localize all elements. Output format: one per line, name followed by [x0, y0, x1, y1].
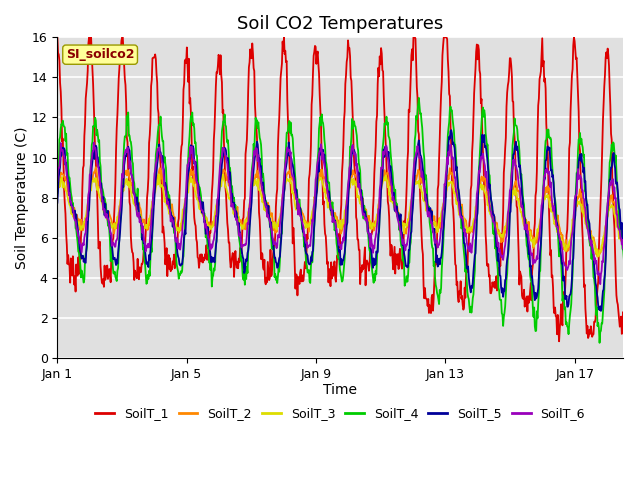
Line: SoilT_1: SoilT_1 [58, 37, 639, 341]
SoilT_5 [296, 205, 304, 211]
SoilT_5 [266, 215, 273, 220]
SoilT_5 [628, 314, 636, 320]
Legend: SoilT_1, SoilT_2, SoilT_3, SoilT_4, SoilT_5, SoilT_6: SoilT_1, SoilT_2, SoilT_3, SoilT_4, Soil… [90, 403, 590, 425]
Line: SoilT_3: SoilT_3 [58, 174, 639, 260]
Line: SoilT_5: SoilT_5 [58, 130, 639, 317]
SoilT_4 [524, 253, 532, 259]
SoilT_6 [54, 178, 61, 184]
SoilT_1 [296, 270, 304, 276]
SoilT_4 [636, 235, 640, 240]
SoilT_2 [297, 208, 305, 214]
SoilT_4 [628, 345, 636, 351]
SoilT_5 [636, 226, 640, 232]
SoilT_3 [524, 228, 532, 234]
SoilT_5 [74, 230, 82, 236]
SoilT_2 [54, 189, 61, 194]
X-axis label: Time: Time [323, 384, 357, 397]
SoilT_4 [74, 249, 82, 254]
SoilT_3 [297, 213, 305, 218]
SoilT_4 [415, 95, 422, 101]
SoilT_5 [524, 241, 532, 247]
SoilT_1 [266, 277, 273, 283]
SoilT_2 [266, 209, 274, 215]
SoilT_6 [191, 160, 199, 166]
SoilT_1 [556, 338, 563, 344]
SoilT_3 [191, 188, 199, 194]
SoilT_3 [155, 171, 163, 177]
SoilT_6 [266, 219, 274, 225]
Line: SoilT_4: SoilT_4 [58, 98, 639, 348]
SoilT_2 [524, 228, 532, 233]
SoilT_1 [191, 215, 198, 221]
SoilT_5 [54, 200, 61, 205]
Title: Soil CO2 Temperatures: Soil CO2 Temperatures [237, 15, 444, 33]
SoilT_4 [383, 122, 391, 128]
SoilT_5 [383, 153, 391, 158]
SoilT_3 [636, 221, 640, 227]
SoilT_4 [191, 125, 198, 131]
SoilT_2 [74, 220, 82, 226]
Line: SoilT_2: SoilT_2 [58, 167, 639, 265]
SoilT_1 [54, 35, 61, 40]
SoilT_1 [383, 176, 391, 182]
SoilT_5 [191, 161, 198, 167]
SoilT_4 [54, 190, 61, 196]
SoilT_6 [297, 213, 305, 219]
SoilT_6 [74, 233, 82, 239]
SoilT_2 [636, 223, 640, 229]
SoilT_6 [384, 155, 392, 161]
SoilT_6 [636, 215, 640, 221]
SoilT_6 [596, 281, 604, 287]
SoilT_6 [524, 228, 532, 234]
SoilT_2 [191, 172, 199, 178]
SoilT_1 [524, 309, 531, 314]
SoilT_3 [74, 220, 82, 226]
SoilT_6 [90, 140, 98, 145]
SoilT_3 [54, 190, 61, 196]
SoilT_3 [628, 257, 636, 263]
SoilT_3 [266, 213, 274, 219]
SoilT_4 [266, 215, 273, 220]
Line: SoilT_6: SoilT_6 [58, 143, 639, 284]
SoilT_2 [384, 170, 392, 176]
SoilT_2 [628, 263, 636, 268]
SoilT_2 [92, 164, 100, 170]
SoilT_4 [296, 206, 304, 212]
SoilT_1 [636, 70, 640, 76]
SoilT_1 [74, 254, 82, 260]
SoilT_5 [447, 127, 455, 133]
Text: SI_soilco2: SI_soilco2 [66, 48, 134, 61]
Y-axis label: Soil Temperature (C): Soil Temperature (C) [15, 126, 29, 269]
SoilT_3 [384, 184, 392, 190]
